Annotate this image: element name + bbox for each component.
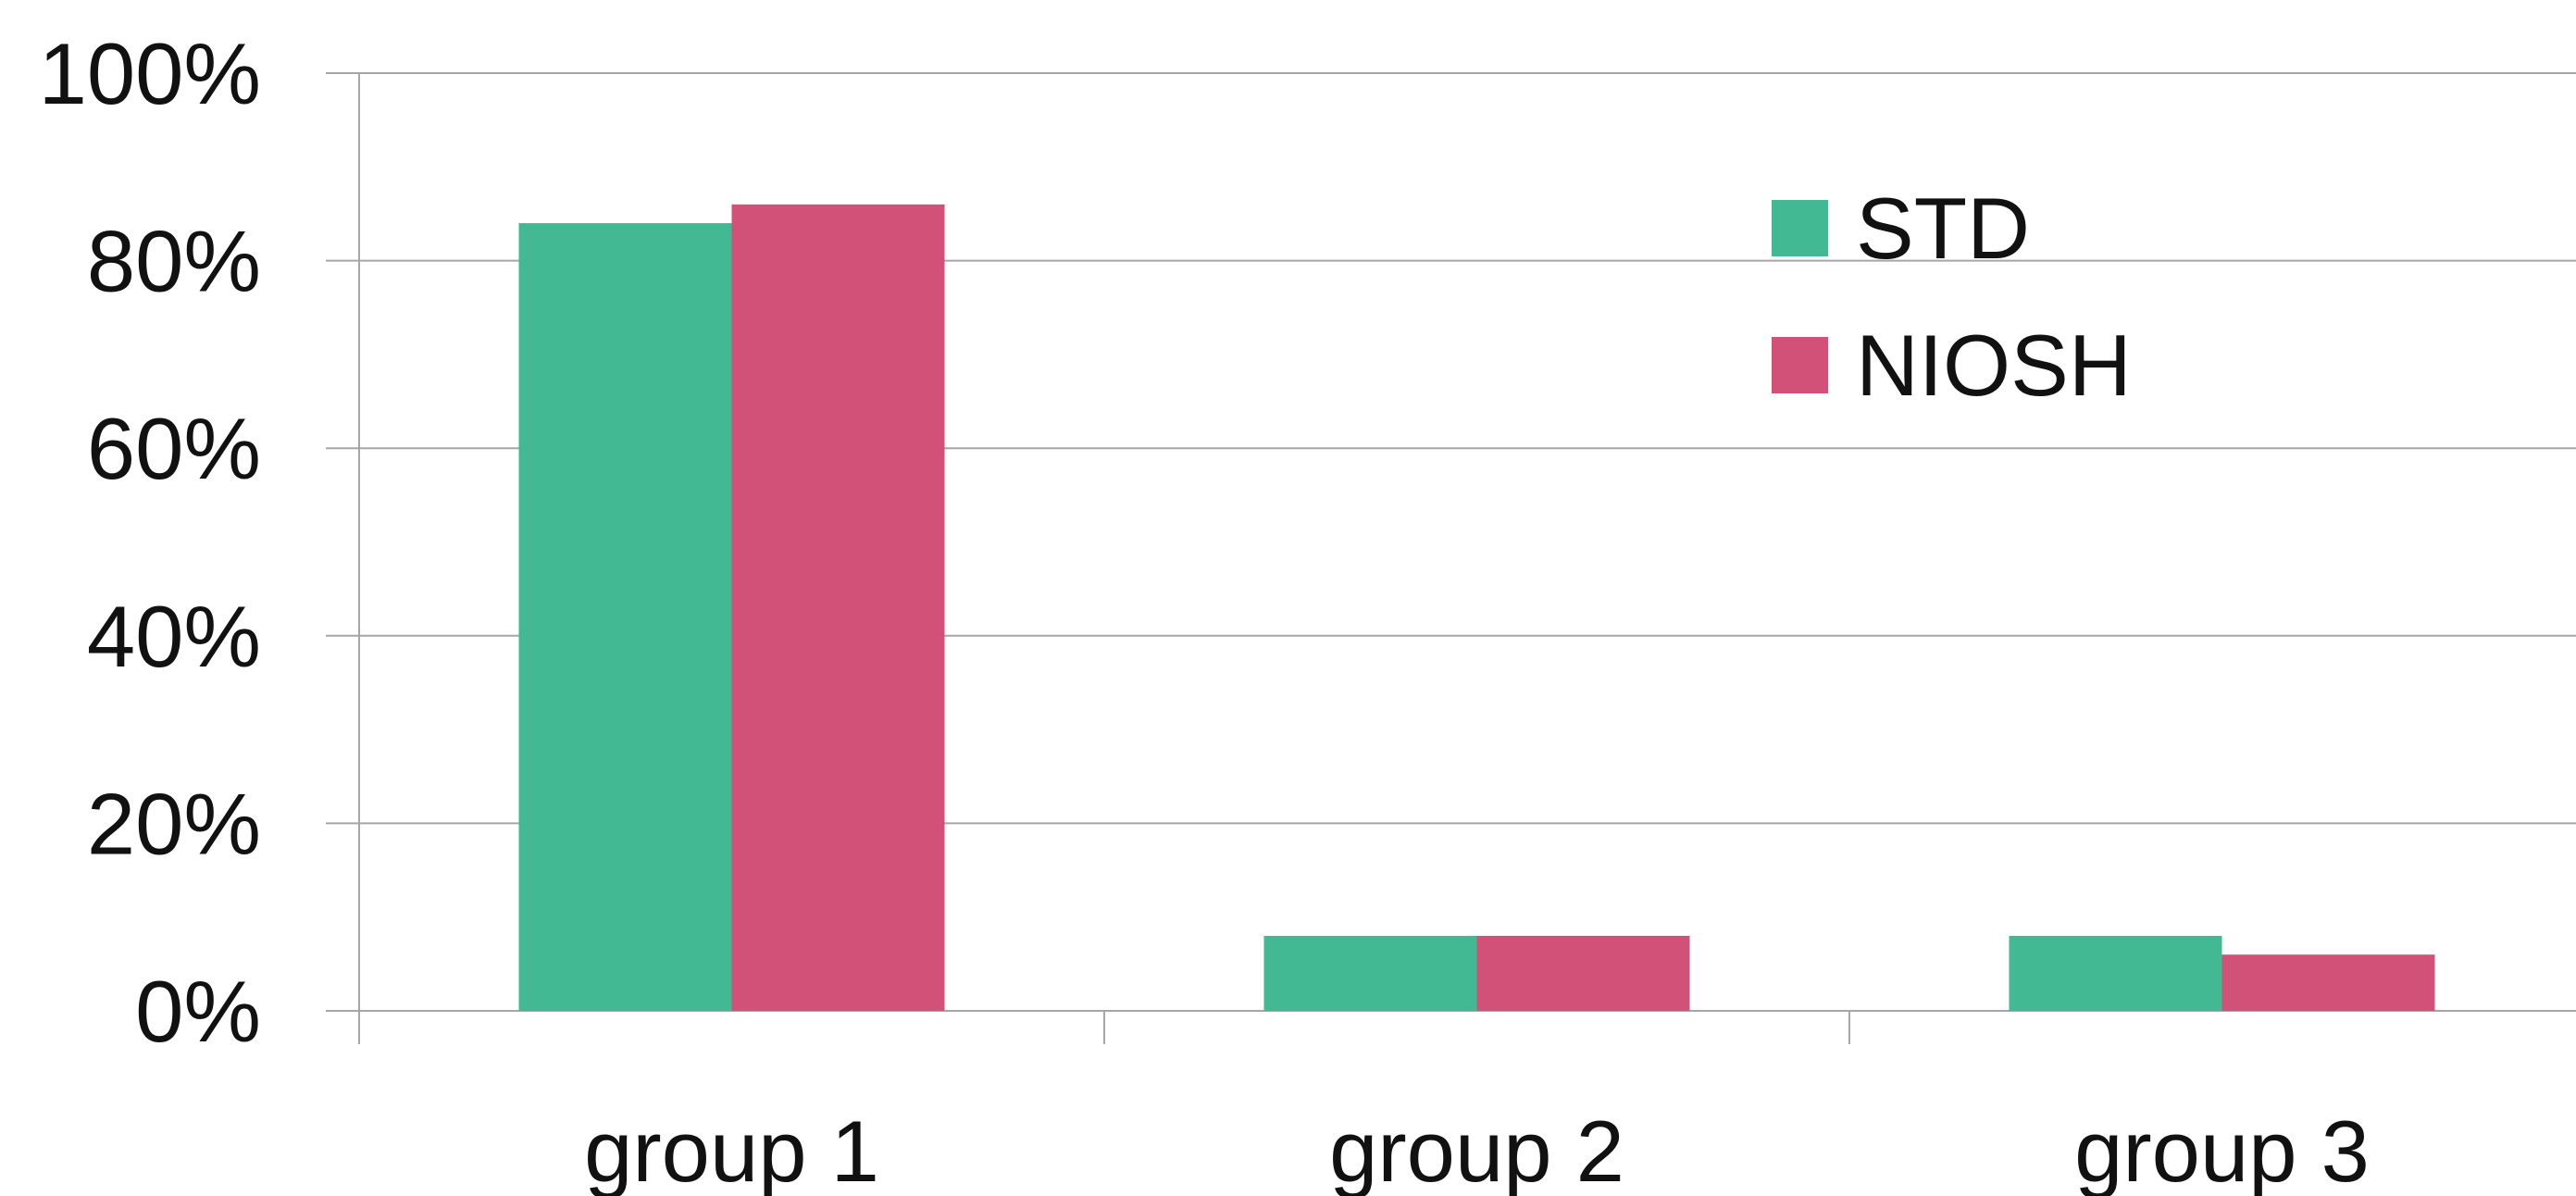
y-tick-label: 80% bbox=[87, 213, 261, 310]
y-tick-label: 20% bbox=[87, 775, 261, 872]
legend-swatch-std bbox=[1772, 200, 1828, 256]
bar-niosh-group-2 bbox=[1476, 935, 1690, 1011]
x-tick-labels: group 1 group 2 group 3 bbox=[584, 1103, 2370, 1196]
y-tick-label: 100% bbox=[39, 25, 261, 122]
y-tick-label: 60% bbox=[87, 400, 261, 497]
bars bbox=[518, 204, 2435, 1011]
bar-niosh-group-3 bbox=[2221, 954, 2435, 1011]
bar-std-group-3 bbox=[2009, 935, 2222, 1011]
x-tick-label: group 1 bbox=[584, 1103, 879, 1196]
bar-std-group-1 bbox=[518, 223, 732, 1011]
x-tick-label: group 3 bbox=[2074, 1103, 2370, 1196]
legend-swatch-niosh bbox=[1772, 337, 1828, 393]
legend-label-std: STD bbox=[1856, 180, 2030, 277]
legend-label-niosh: NIOSH bbox=[1856, 317, 2132, 414]
y-tick-label: 40% bbox=[87, 588, 261, 685]
bar-niosh-group-1 bbox=[731, 204, 945, 1011]
y-tick-label: 0% bbox=[135, 963, 261, 1060]
bar-std-group-2 bbox=[1263, 935, 1477, 1011]
axes bbox=[358, 73, 1850, 1044]
y-tick-labels: 0% 20% 40% 60% 80% 100% bbox=[39, 25, 261, 1060]
legend: STD NIOSH bbox=[1772, 180, 2132, 414]
x-tick-label: group 2 bbox=[1329, 1103, 1624, 1196]
